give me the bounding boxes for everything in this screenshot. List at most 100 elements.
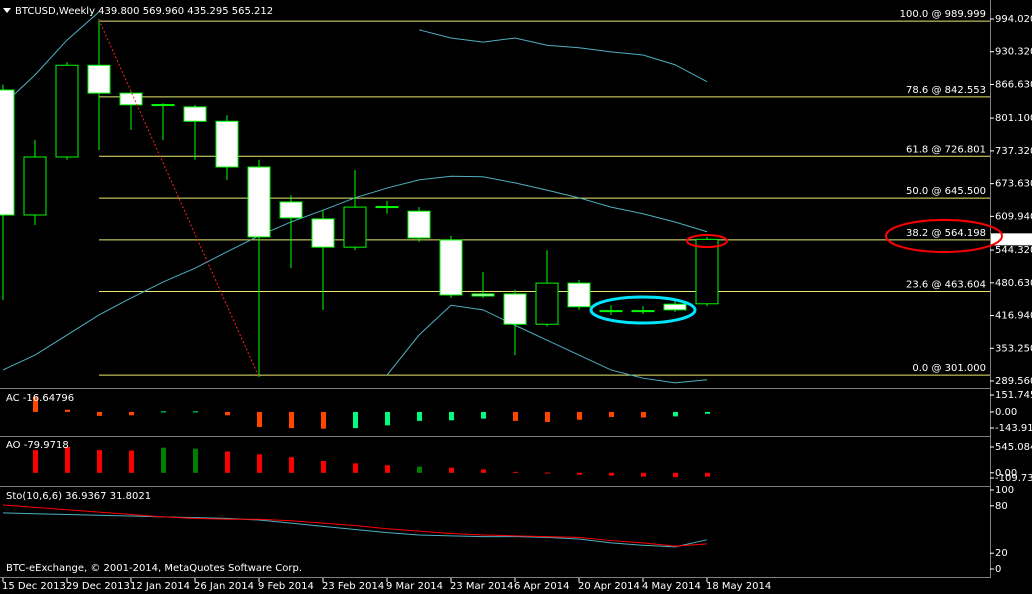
menu-arrow[interactable] — [3, 8, 11, 13]
candle-body — [343, 206, 367, 248]
fibo-level-label: 50.0 @ 645.500 — [906, 186, 986, 197]
indicator-bar — [513, 471, 518, 473]
candle-body — [567, 282, 591, 308]
oscillator-line — [2, 512, 708, 548]
candle-body — [439, 239, 463, 296]
indicator-bar — [225, 451, 230, 473]
chart-title: BTCUSD,Weekly 439.800 569.960 435.295 56… — [15, 6, 273, 17]
indicator-bar — [609, 472, 614, 476]
current-price-label: 565.212 — [993, 234, 1032, 245]
indicator-bar — [65, 447, 70, 473]
candle-body — [663, 303, 687, 311]
candle-body — [695, 238, 719, 305]
y-tick-label: 353.250 — [995, 343, 1032, 354]
indicator-bar — [257, 454, 262, 473]
candle-body — [247, 166, 271, 238]
candle-body — [311, 218, 335, 248]
candle-body — [471, 293, 495, 297]
y-tick-label: 544.320 — [995, 245, 1032, 256]
fibo-level-label: 78.6 @ 842.553 — [906, 85, 986, 96]
indicator-bar — [193, 411, 198, 413]
indicator-bar — [481, 411, 486, 419]
x-tick-label: 18 May 2014 — [706, 581, 771, 592]
x-tick-label: 6 Apr 2014 — [514, 581, 569, 592]
indicator-bar — [705, 472, 710, 477]
indicator-title: AC -16.64796 — [6, 393, 74, 404]
indicator-bar — [97, 411, 102, 416]
indicator-bar — [321, 460, 326, 473]
fibo-level-label: 0.0 @ 301.000 — [912, 363, 986, 374]
fibo-level-label: 38.2 @ 564.198 — [906, 228, 986, 239]
indicator-bar — [97, 450, 102, 473]
fibo-level-label: 23.6 @ 463.604 — [906, 280, 986, 291]
indicator-title: AO -79.9718 — [6, 440, 69, 451]
candle-body — [535, 282, 559, 325]
y-tick-label: 673.630 — [995, 179, 1032, 190]
indicator-bar — [641, 472, 646, 477]
indicator-bar — [225, 411, 230, 416]
candle-body — [0, 89, 15, 216]
band-line — [2, 11, 708, 106]
candle-body — [375, 206, 399, 209]
y-tick-label: 866.630 — [995, 79, 1032, 90]
candle-body — [55, 64, 79, 158]
y-tick-label: 994.020 — [995, 14, 1032, 25]
x-tick-label: 20 Apr 2014 — [578, 581, 640, 592]
indicator-bar — [65, 409, 70, 412]
y-tick-label: 151.7459 — [995, 390, 1032, 401]
indicator-bar — [449, 411, 454, 421]
oscillator-line — [2, 504, 708, 547]
highlight-circle — [589, 295, 697, 325]
highlight-circle — [686, 234, 728, 248]
candle-body — [279, 201, 303, 219]
indicator-bar — [385, 411, 390, 426]
indicator-bar — [257, 411, 262, 428]
indicator-bar — [545, 411, 550, 422]
candle-body — [215, 120, 239, 168]
indicator-bar — [449, 467, 454, 473]
indicator-bar — [385, 465, 390, 473]
indicator-bar — [705, 411, 710, 414]
x-tick-label: 29 Dec 2013 — [66, 581, 130, 592]
indicator-bar — [33, 396, 38, 412]
candle-body — [119, 92, 143, 106]
x-tick-label: 4 May 2014 — [642, 581, 701, 592]
candle-body — [503, 293, 527, 325]
y-tick-label: -143.9121 — [995, 423, 1032, 434]
indicator-bar — [161, 411, 166, 413]
candle-body — [23, 156, 47, 216]
x-tick-label: 23 Mar 2014 — [450, 581, 513, 592]
indicator-bar — [129, 411, 134, 416]
candle-body — [183, 106, 207, 122]
indicator-bar — [193, 448, 198, 473]
indicator-bar — [289, 457, 294, 473]
y-tick-label: 80 — [995, 501, 1008, 512]
y-tick-label: 737.320 — [995, 146, 1032, 157]
footer: BTC-eExchange, © 2001-2014, MetaQuotes S… — [6, 563, 302, 574]
y-tick-label: 416.940 — [995, 311, 1032, 322]
y-tick-label: 289.560 — [995, 376, 1032, 387]
y-tick-label: 930.320 — [995, 47, 1032, 58]
indicator-bar — [289, 411, 294, 429]
y-tick-label: 545.0843 — [995, 442, 1032, 453]
indicator-bar — [481, 469, 486, 473]
y-tick-label: 100 — [995, 485, 1014, 496]
y-tick-label: -109.7364 — [995, 473, 1032, 484]
x-tick-label: 15 Dec 2013 — [2, 581, 66, 592]
indicator-bar — [513, 411, 518, 421]
y-tick-label: 20 — [995, 548, 1008, 559]
indicator-bar — [129, 450, 134, 473]
indicator-title: Sto(10,6,6) 36.9367 31.8021 — [6, 491, 151, 502]
fibo-trendline — [98, 19, 260, 378]
y-tick-label: 0 — [995, 564, 1001, 575]
y-tick-label: 0.00 — [995, 407, 1017, 418]
indicator-bar — [577, 472, 582, 475]
indicator-bar — [321, 411, 326, 429]
y-tick-label: 480.630 — [995, 278, 1032, 289]
indicator-bar — [353, 411, 358, 429]
candle-body — [151, 104, 175, 107]
y-tick-label: 0.00 — [995, 468, 1017, 479]
band-line — [386, 304, 708, 384]
x-tick-label: 9 Feb 2014 — [258, 581, 314, 592]
